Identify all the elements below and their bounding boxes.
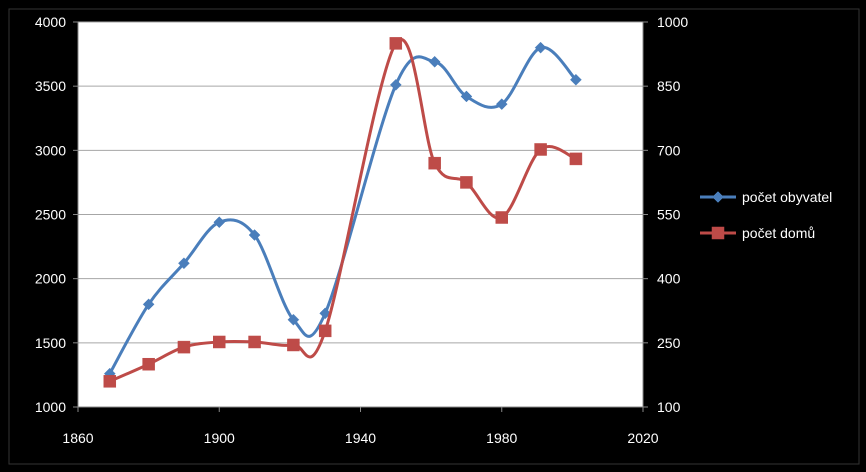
y-left-tick-label: 2000 bbox=[35, 271, 66, 287]
data-point-diamond bbox=[534, 41, 547, 54]
y-right-tick-label: 550 bbox=[657, 207, 681, 223]
y-left-tick-label: 3500 bbox=[35, 78, 66, 94]
y-right-tick-label: 400 bbox=[657, 271, 681, 287]
data-point-square bbox=[460, 176, 473, 189]
legend-item: počet obyvatel bbox=[700, 189, 832, 205]
y-left-tick-label: 1000 bbox=[35, 399, 66, 415]
data-point-square bbox=[495, 211, 508, 224]
data-point-diamond bbox=[428, 55, 441, 68]
data-point-diamond bbox=[460, 90, 473, 103]
legend-item: počet domů bbox=[700, 225, 815, 241]
legend-swatch-marker bbox=[711, 226, 725, 240]
data-point-square bbox=[428, 156, 441, 170]
data-point-square bbox=[213, 335, 226, 349]
legend-label: počet domů bbox=[742, 225, 815, 241]
data-point-diamond bbox=[287, 313, 300, 326]
data-point-square bbox=[248, 335, 261, 349]
series-population bbox=[103, 41, 582, 380]
data-point-square bbox=[569, 152, 583, 166]
data-point-square bbox=[142, 357, 155, 371]
x-tick-label: 1860 bbox=[62, 430, 93, 446]
data-point-diamond bbox=[213, 216, 226, 229]
data-point-square bbox=[103, 375, 117, 388]
y-right-tick-label: 700 bbox=[657, 142, 681, 158]
x-tick-label: 1900 bbox=[204, 430, 235, 446]
data-point-square bbox=[287, 338, 300, 352]
legend: počet obyvatel počet domů bbox=[700, 189, 832, 241]
y-left-tick-label: 2500 bbox=[35, 207, 66, 223]
y-right-tick-label: 850 bbox=[657, 78, 681, 94]
y-left-tick-label: 1500 bbox=[35, 335, 66, 351]
x-tick-label: 1980 bbox=[486, 430, 517, 446]
data-point-square bbox=[534, 143, 547, 156]
y-left-tick-label: 3000 bbox=[35, 142, 66, 158]
axes: 1000 1500 2000 2500 3000 3500 4000 100 250 400 550… bbox=[35, 14, 689, 446]
data-point-diamond bbox=[248, 229, 261, 241]
data-point-diamond bbox=[389, 79, 402, 91]
x-tick-label: 1940 bbox=[345, 430, 376, 446]
data-point-diamond bbox=[178, 257, 190, 270]
data-point-square bbox=[318, 324, 332, 338]
y-left-tick-label: 4000 bbox=[35, 14, 66, 30]
data-point-square bbox=[177, 340, 191, 354]
series-houses bbox=[103, 37, 583, 388]
x-tick-label: 2020 bbox=[627, 430, 658, 446]
data-point-diamond bbox=[570, 73, 582, 86]
y-right-tick-label: 1000 bbox=[657, 14, 688, 30]
legend-swatch-marker bbox=[712, 191, 724, 203]
legend-label: počet obyvatel bbox=[742, 189, 832, 205]
data-point-square bbox=[389, 37, 403, 50]
data-point-diamond bbox=[495, 98, 508, 110]
data-point-diamond bbox=[142, 298, 155, 311]
y-right-tick-label: 250 bbox=[657, 335, 681, 351]
y-right-tick-label: 100 bbox=[657, 399, 681, 415]
series-layer bbox=[103, 37, 583, 388]
